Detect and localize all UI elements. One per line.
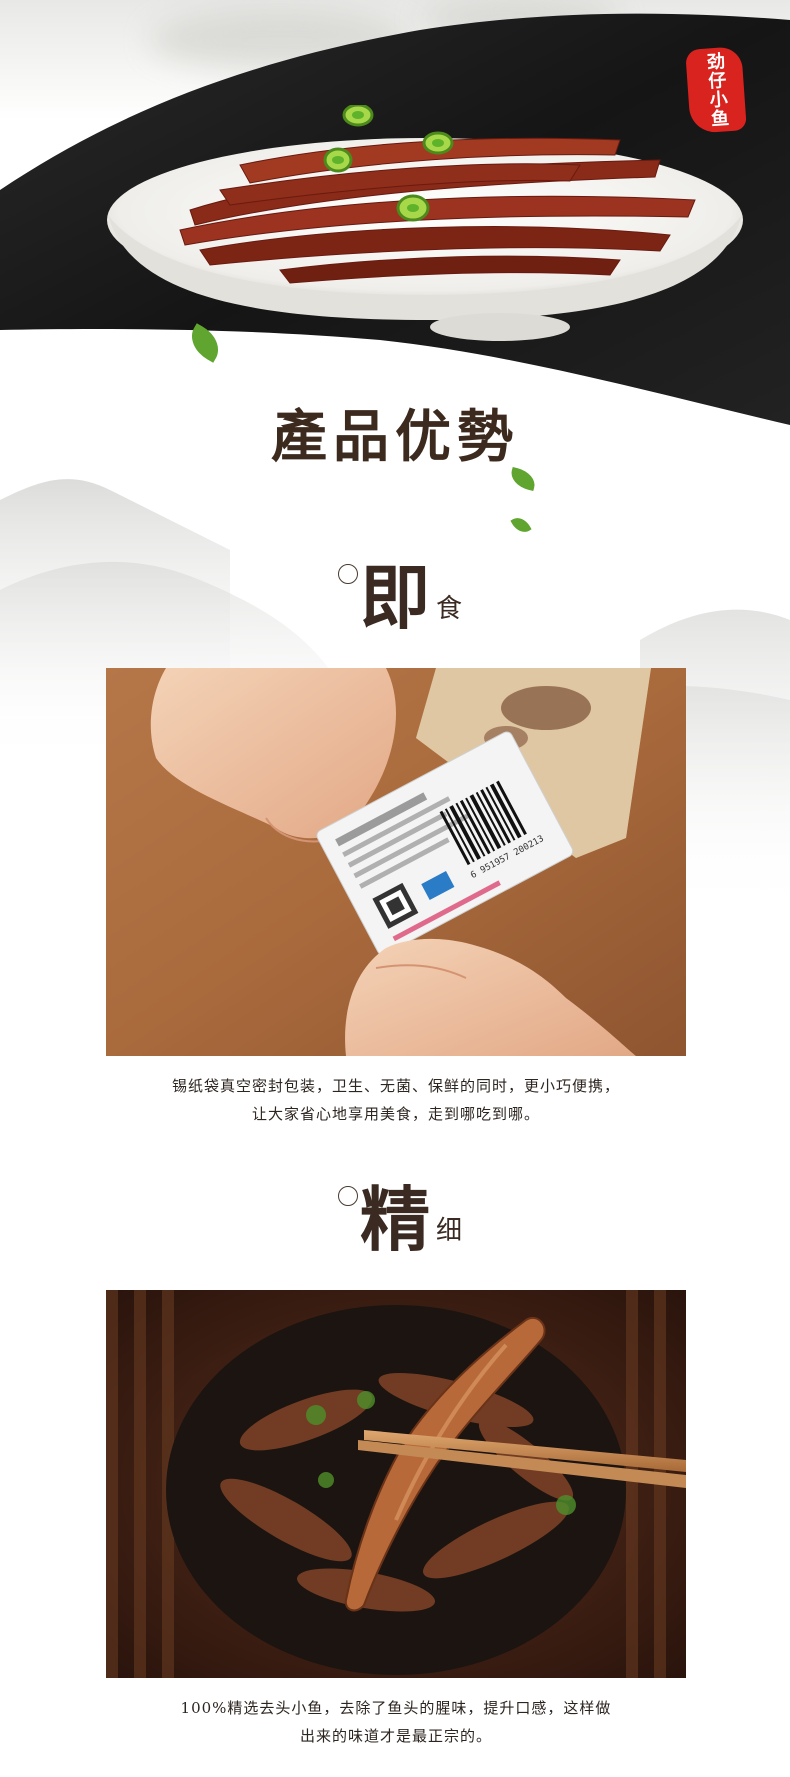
circle-marker (338, 564, 358, 584)
description-line: 出来的味道才是最正宗的。 (299, 1727, 492, 1745)
hero-banner: 劲仔小鱼 (0, 0, 790, 440)
feature-description-instant: 锡纸袋真空密封包装，卫生、无菌、保鲜的同时，更小巧便携， 让大家省心地享用美食，… (106, 1072, 686, 1128)
feature-heading-small: 细 (436, 1216, 463, 1246)
brand-seal-text: 劲仔小鱼 (703, 51, 730, 129)
section-title: 產品优勢 (271, 404, 519, 470)
feature-heading-small: 食 (436, 594, 463, 624)
description-line: 锡纸袋真空密封包装，卫生、无菌、保鲜的同时，更小巧便携， (171, 1077, 620, 1095)
feature-heading-big: 即 (360, 556, 430, 639)
feature-heading-instant: 即 食 (338, 558, 498, 648)
circle-marker (338, 1186, 358, 1206)
description-line: 100%精选去头小鱼，去除了鱼头的腥味，提升口感，这样做 (180, 1699, 612, 1717)
package-opening-photo: 6 951957 200213 (106, 668, 686, 1056)
brand-seal: 劲仔小鱼 (685, 46, 747, 134)
fish-plate-image (107, 105, 743, 341)
feature-heading-fine: 精 细 (338, 1180, 498, 1270)
feature-heading-big: 精 (360, 1178, 430, 1261)
feature-description-fine: 100%精选去头小鱼，去除了鱼头的腥味，提升口感，这样做 出来的味道才是最正宗的… (106, 1694, 686, 1750)
fish-chopsticks-photo (106, 1290, 686, 1678)
description-line: 让大家省心地享用美食，走到哪吃到哪。 (251, 1105, 540, 1123)
